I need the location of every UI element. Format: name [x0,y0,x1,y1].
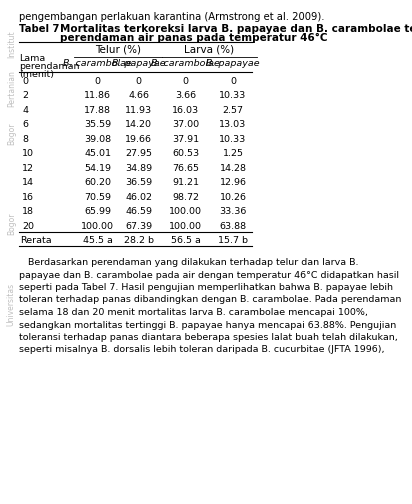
Text: seperti misalnya B. dorsalis lebih toleran daripada B. cucurbitae (JFTA 1996),: seperti misalnya B. dorsalis lebih toler… [19,346,384,354]
Text: 28.2 b: 28.2 b [124,236,154,245]
Text: 11.86: 11.86 [84,91,111,100]
Text: 45.01: 45.01 [84,149,111,158]
Text: toleransi terhadap panas diantara beberapa spesies lalat buah telah dilakukan,: toleransi terhadap panas diantara bebera… [19,333,398,342]
Text: pengembangan perlakuan karantina (Armstrong et al. 2009).: pengembangan perlakuan karantina (Armstr… [19,12,324,22]
Text: B. papayae: B. papayae [206,59,260,69]
Text: toleran terhadap panas dibandingkan dengan B. carambolae. Pada perendaman: toleran terhadap panas dibandingkan deng… [19,295,401,304]
Text: 0: 0 [136,77,142,86]
Text: 16.03: 16.03 [172,106,199,115]
Text: Bogor: Bogor [7,123,16,145]
Text: 10.33: 10.33 [219,91,247,100]
Text: Universitas: Universitas [7,282,16,326]
Text: B. carambolae: B. carambolae [151,59,220,69]
Text: 1.25: 1.25 [222,149,243,158]
Text: 10: 10 [22,149,34,158]
Text: 37.91: 37.91 [172,135,199,144]
Text: 37.00: 37.00 [172,120,199,130]
Text: 100.00: 100.00 [169,222,202,231]
Text: 91.21: 91.21 [172,178,199,187]
Text: 12.96: 12.96 [220,178,246,187]
Text: 14.20: 14.20 [125,120,152,130]
Text: Larva (%): Larva (%) [184,45,234,55]
Text: selama 18 dan 20 menit mortalitas larva B. carambolae mencapai 100%,: selama 18 dan 20 menit mortalitas larva … [19,308,368,317]
Text: Mortalitas terkoreksi larva B. papayae dan B. carambolae terhadap: Mortalitas terkoreksi larva B. papayae d… [60,24,412,34]
Text: 10.33: 10.33 [219,135,247,144]
Text: 56.5 a: 56.5 a [171,236,201,245]
Text: 76.65: 76.65 [172,164,199,173]
Text: 2: 2 [22,91,28,100]
Text: 18: 18 [22,208,34,216]
Text: 20: 20 [22,222,34,231]
Text: 10.26: 10.26 [220,193,246,202]
Text: 98.72: 98.72 [172,193,199,202]
Text: 4.66: 4.66 [128,91,149,100]
Text: Telur (%): Telur (%) [95,45,141,55]
Text: 54.19: 54.19 [84,164,111,173]
Text: Bogor: Bogor [7,213,16,235]
Text: 27.95: 27.95 [125,149,152,158]
Text: 35.59: 35.59 [84,120,111,130]
Text: Pertanian: Pertanian [7,71,16,107]
Text: 70.59: 70.59 [84,193,111,202]
Text: Institut: Institut [7,30,16,58]
Text: (menit): (menit) [19,70,54,79]
Text: seperti pada Tabel 7. Hasil pengujian memperlihatkan bahwa B. papayae lebih: seperti pada Tabel 7. Hasil pengujian me… [19,283,393,292]
Text: 46.02: 46.02 [125,193,152,202]
Text: B. carambolae: B. carambolae [63,59,132,69]
Text: 3.66: 3.66 [175,91,196,100]
Text: 8: 8 [22,135,28,144]
Text: 0: 0 [22,77,28,86]
Text: 39.08: 39.08 [84,135,111,144]
Text: 36.59: 36.59 [125,178,152,187]
Text: 0: 0 [183,77,189,86]
Text: 14: 14 [22,178,34,187]
Text: Lama: Lama [19,54,45,63]
Text: 46.59: 46.59 [125,208,152,216]
Text: 14.28: 14.28 [220,164,246,173]
Text: 6: 6 [22,120,28,130]
Text: 17.88: 17.88 [84,106,111,115]
Text: B. papayae: B. papayae [112,59,165,69]
Text: 33.36: 33.36 [219,208,247,216]
Text: 100.00: 100.00 [81,222,114,231]
Text: 15.7 b: 15.7 b [218,236,248,245]
Text: 0: 0 [95,77,101,86]
Text: 19.66: 19.66 [125,135,152,144]
Text: perendaman: perendaman [19,62,80,71]
Text: 67.39: 67.39 [125,222,152,231]
Text: sedangkan mortalitas tertinggi B. papayae hanya mencapai 63.88%. Pengujian: sedangkan mortalitas tertinggi B. papaya… [19,321,396,330]
Text: 13.03: 13.03 [219,120,247,130]
Text: 0: 0 [230,77,236,86]
Text: 2.57: 2.57 [222,106,243,115]
Text: perendaman air panas pada temperatur 46°C: perendaman air panas pada temperatur 46°… [60,33,327,43]
Text: 60.20: 60.20 [84,178,111,187]
Text: Rerata: Rerata [20,236,52,245]
Text: 11.93: 11.93 [125,106,152,115]
Text: 34.89: 34.89 [125,164,152,173]
Text: papayae dan B. carambolae pada air dengan temperatur 46°C didapatkan hasil: papayae dan B. carambolae pada air denga… [19,271,399,280]
Text: 16: 16 [22,193,34,202]
Text: 60.53: 60.53 [172,149,199,158]
Text: 12: 12 [22,164,34,173]
Text: 63.88: 63.88 [220,222,246,231]
Text: Berdasarkan perendaman yang dilakukan terhadap telur dan larva B.: Berdasarkan perendaman yang dilakukan te… [19,258,358,267]
Text: 100.00: 100.00 [169,208,202,216]
Text: 45.5 a: 45.5 a [83,236,112,245]
Text: Tabel 7: Tabel 7 [19,24,59,34]
Text: 65.99: 65.99 [84,208,111,216]
Text: 4: 4 [22,106,28,115]
